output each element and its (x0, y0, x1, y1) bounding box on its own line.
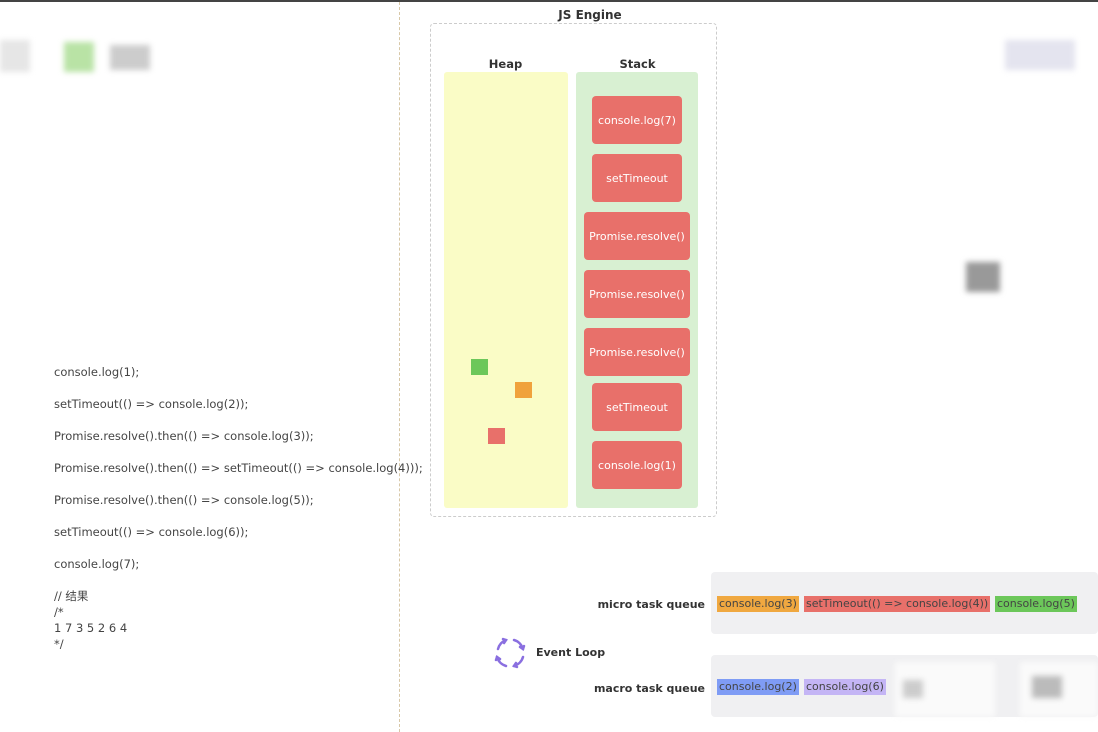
code-line (54, 412, 423, 428)
stack-title: Stack (619, 57, 656, 71)
blurred-element (110, 45, 150, 70)
code-line: // 结果 (54, 589, 89, 603)
heap-title: Heap (488, 57, 523, 71)
blurred-element (966, 262, 1000, 292)
blurred-element (0, 40, 30, 72)
js-engine-box (430, 23, 717, 517)
stack-frame: setTimeout (592, 383, 682, 431)
stack-frame: Promise.resolve() (584, 212, 690, 260)
code-line: Promise.resolve().then(() => console.log… (54, 429, 314, 443)
event-loop-label: Event Loop (536, 646, 606, 659)
code-line (54, 508, 423, 524)
blurred-element (903, 680, 923, 698)
code-snippet: console.log(1); setTimeout(() => console.… (54, 364, 423, 652)
code-line: 1 7 3 5 2 6 4 (54, 621, 128, 635)
panel-divider (399, 2, 400, 732)
stack-frame: console.log(7) (592, 96, 682, 144)
code-line: console.log(7); (54, 557, 140, 571)
code-line (54, 540, 423, 556)
heap-object (515, 382, 532, 398)
queue-item: setTimeout(() => console.log(4)) (804, 596, 991, 612)
blurred-element (1005, 40, 1075, 70)
code-line: setTimeout(() => console.log(2)); (54, 397, 249, 411)
code-line: Promise.resolve().then(() => console.log… (54, 493, 314, 507)
heap-object (471, 359, 488, 375)
stack-frame: setTimeout (592, 154, 682, 202)
queue-item: console.log(5) (995, 596, 1077, 612)
code-line: setTimeout(() => console.log(6)); (54, 525, 249, 539)
code-line: /* (54, 605, 64, 619)
queue-item: console.log(6) (804, 679, 886, 695)
heap-area (444, 72, 568, 508)
code-line (54, 380, 423, 396)
blurred-element (1032, 676, 1062, 698)
micro-queue-label: micro task queue (597, 598, 705, 611)
code-line: */ (54, 637, 64, 651)
top-border (0, 0, 1098, 2)
code-line (54, 444, 423, 460)
code-line (54, 476, 423, 492)
heap-object (488, 428, 505, 444)
engine-title: JS Engine (558, 8, 622, 22)
macro-queue-label: macro task queue (593, 682, 705, 695)
blurred-element (64, 42, 94, 72)
stack-frame: console.log(1) (592, 441, 682, 489)
stack-frame: Promise.resolve() (584, 270, 690, 318)
code-line (54, 572, 423, 588)
queue-item: console.log(2) (717, 679, 799, 695)
stack-frame: Promise.resolve() (584, 328, 690, 376)
code-line: console.log(1); (54, 365, 140, 379)
code-line: Promise.resolve().then(() => setTimeout(… (54, 461, 423, 475)
refresh-cycle-icon (492, 635, 528, 671)
queue-item: console.log(3) (717, 596, 799, 612)
